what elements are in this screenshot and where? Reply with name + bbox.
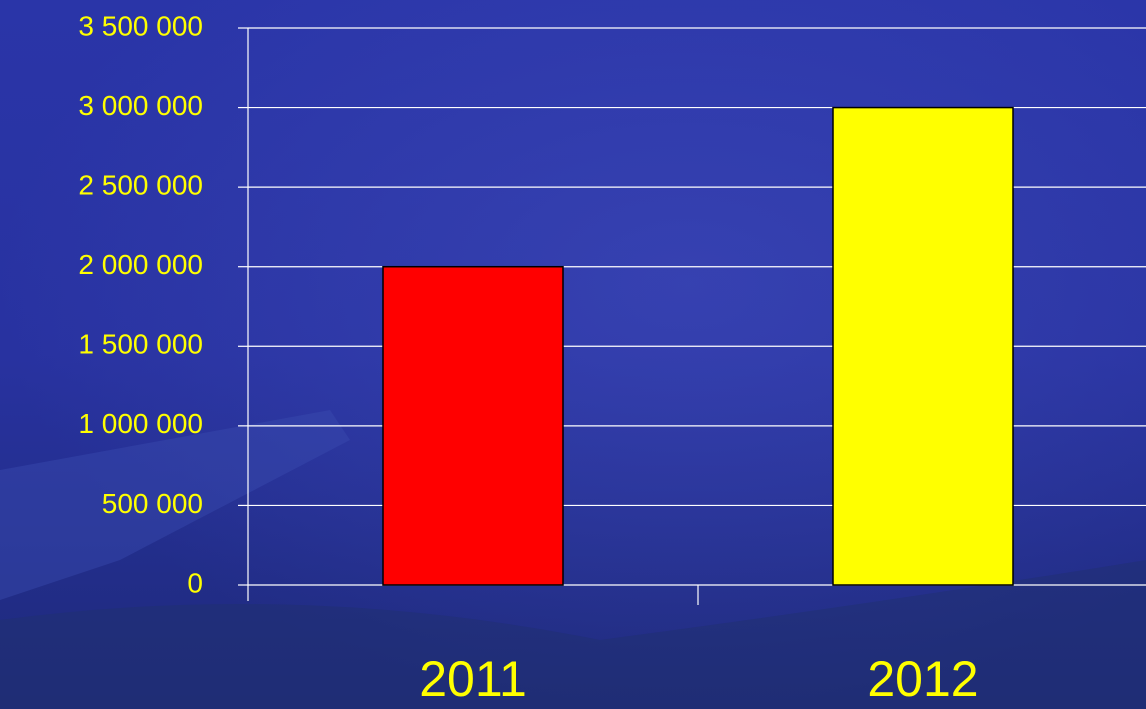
y-tick-label: 0 [187,567,203,598]
boat-shape [0,410,350,600]
x-tick-label: 2012 [867,651,978,707]
bar [382,265,564,586]
y-tick-label: 500 000 [102,488,203,519]
x-tick-label: 2011 [419,651,527,707]
y-tick-label: 2 500 000 [78,170,203,201]
y-tick-label: 3 500 000 [78,10,203,41]
bar [832,106,1014,586]
y-tick-label: 3 000 000 [78,90,203,121]
y-tick-label: 1 000 000 [78,408,203,439]
y-tick-label: 1 500 000 [78,329,203,360]
ground-shape [0,560,1146,709]
y-tick-label: 2 000 000 [78,249,203,280]
